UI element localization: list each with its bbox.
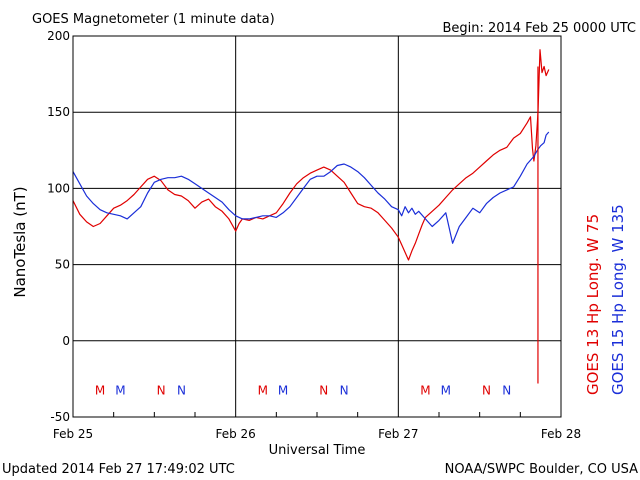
mn-marker: M: [115, 384, 125, 398]
series-line-goes15: [72, 131, 550, 244]
y-axis-label: NanoTesla (nT): [11, 186, 29, 297]
mn-marker: N: [157, 384, 166, 398]
x-axis-label: Universal Time: [269, 443, 366, 458]
y-tick-label: -50: [50, 410, 70, 424]
y-tick-label: 200: [47, 29, 70, 43]
grid-lines: [72, 35, 562, 418]
x-tick-labels: Feb 25 Feb 26 Feb 27 Feb 28: [53, 427, 581, 441]
mn-marker: N: [340, 384, 349, 398]
mn-marker: M: [278, 384, 288, 398]
mn-marker: N: [482, 384, 491, 398]
begin-time: Begin: 2014 Feb 25 0000 UTC: [442, 21, 636, 36]
updated-timestamp: Updated 2014 Feb 27 17:49:02 UTC: [2, 462, 235, 477]
y-tick-label: 100: [47, 181, 70, 195]
legend-goes15: GOES 15 Hp Long. W 135: [609, 204, 627, 395]
series-lines: [72, 49, 550, 384]
mn-marker: M: [95, 384, 105, 398]
chart-title: GOES Magnetometer (1 minute data): [32, 12, 275, 27]
y-tick-label: 150: [47, 105, 70, 119]
mn-marker: M: [420, 384, 430, 398]
y-tick-labels: 200 150 100 50 0 -50: [47, 29, 70, 424]
plot-frame: [72, 35, 562, 418]
y-tick-label: 0: [62, 334, 70, 348]
x-tick-label: Feb 25: [53, 427, 93, 441]
mn-marker: M: [441, 384, 451, 398]
x-tick-label: Feb 27: [378, 427, 418, 441]
mn-marker: N: [177, 384, 186, 398]
data-source: NOAA/SWPC Boulder, CO USA: [445, 462, 638, 477]
y-tick-label: 50: [55, 258, 70, 272]
legend-goes13: GOES 13 Hp Long. W 75: [584, 214, 602, 395]
x-tick-label: Feb 26: [215, 427, 255, 441]
mn-marker: M: [258, 384, 268, 398]
x-tick-label: Feb 28: [541, 427, 581, 441]
mn-marker: N: [502, 384, 511, 398]
mn-marker: N: [319, 384, 328, 398]
series-line-goes13: [72, 49, 550, 261]
